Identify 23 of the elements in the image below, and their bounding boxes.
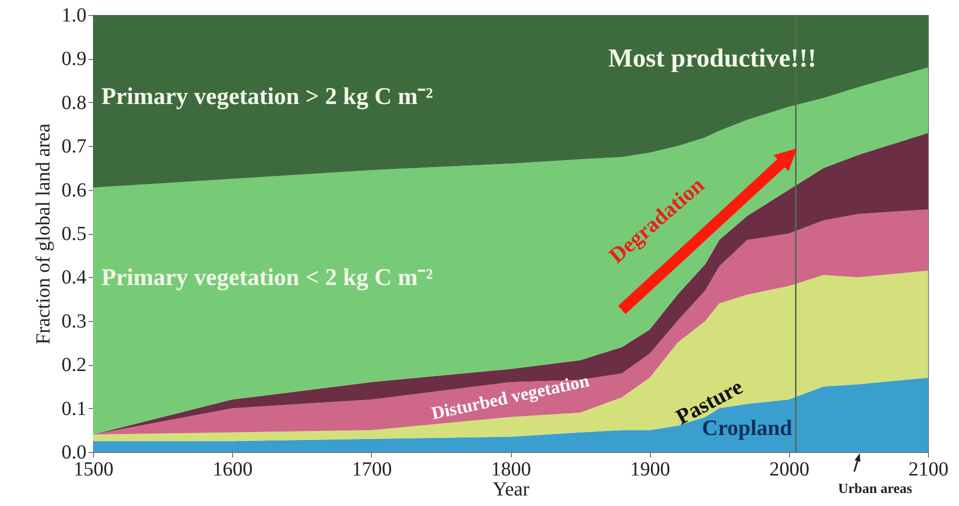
text: Urban areas (838, 482, 913, 498)
y-tick-label: 0.5 (62, 223, 86, 245)
y-tick-label: 0.8 (62, 92, 86, 114)
y-axis-title: Fraction of global land area (32, 123, 54, 345)
y-tick-label: 0.2 (62, 354, 86, 376)
series-label: Primary vegetation > 2 kg C m⁻² (101, 84, 433, 110)
y-tick-label: 0.3 (62, 310, 86, 332)
x-tick-label: 1900 (630, 458, 670, 480)
y-tick-label: 1.0 (62, 4, 86, 26)
y-tick-label: 0.9 (62, 48, 86, 70)
x-tick-label: 1600 (212, 458, 253, 480)
y-tick-label: 0.4 (62, 266, 86, 289)
annotation: Most productive!!! (608, 44, 816, 73)
y-tick-label: 0.6 (62, 179, 86, 202)
series-label: Disturbed vegetation (430, 370, 591, 424)
x-tick-label: 1800 (491, 458, 531, 480)
y-tick-label: 0.7 (62, 136, 86, 158)
y-tick-label: 0.1 (62, 398, 86, 420)
x-tick-label: 2000 (769, 458, 810, 480)
x-tick-label: 2100 (908, 458, 948, 480)
series-label: Primary vegetation < 2 kg C m⁻² (101, 265, 433, 292)
x-axis-title: Year (492, 478, 530, 500)
x-tick-label: 1700 (352, 458, 392, 480)
